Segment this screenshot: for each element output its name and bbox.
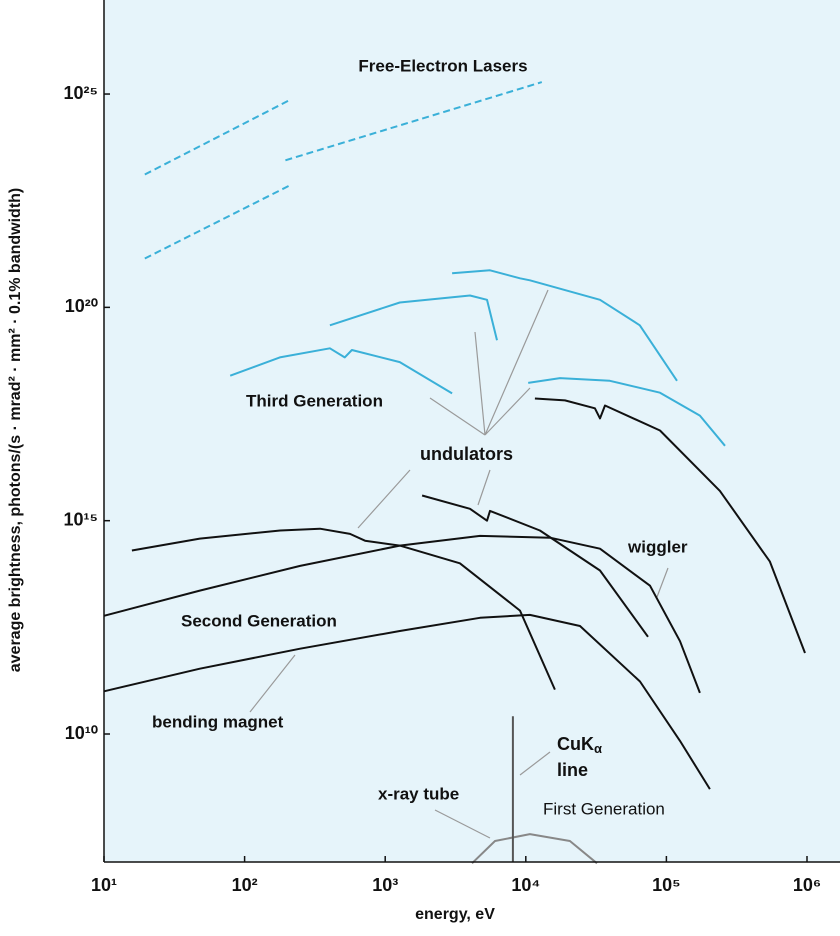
- x-tick-label: 10⁶: [793, 875, 821, 895]
- x-tick-label: 10⁴: [511, 875, 540, 895]
- annotation: Free-Electron Lasers: [358, 56, 527, 75]
- y-tick-label: 10¹⁰: [65, 723, 98, 743]
- x-tick-label: 10²: [232, 875, 258, 895]
- annotation: First Generation: [543, 799, 665, 818]
- curve: [534, 397, 806, 654]
- curve: [144, 184, 291, 260]
- curve: [103, 534, 701, 694]
- curve: [329, 294, 498, 341]
- x-axis-label: energy, eV: [415, 906, 495, 923]
- curve: [471, 833, 598, 865]
- curve: [229, 347, 453, 395]
- y-tick-label: 10²⁰: [65, 296, 98, 316]
- plot: [103, 81, 806, 865]
- curve: [285, 81, 543, 162]
- curve: [144, 99, 291, 176]
- curve: [131, 527, 556, 691]
- x-tick-label: 10⁵: [652, 875, 680, 895]
- annotation-part: CuK: [557, 734, 594, 754]
- annotation: x-ray tube: [378, 784, 459, 803]
- annotation: Third Generation: [246, 391, 383, 410]
- annotation: line: [557, 760, 588, 780]
- y-tick-label: 10²⁵: [64, 83, 98, 103]
- annotation: Second Generation: [181, 611, 337, 630]
- annotation: undulators: [420, 444, 513, 464]
- annotation-subscript: α: [594, 741, 602, 756]
- curve: [103, 613, 711, 790]
- curve: [452, 269, 678, 382]
- annotation: CuKα: [557, 734, 602, 757]
- plot-background: [104, 0, 840, 862]
- leader-lines: [249, 289, 669, 839]
- leader-line: [249, 289, 669, 839]
- y-tick-label: 10¹⁵: [64, 509, 98, 529]
- y-axis-label: average brightness, photons/(s · mrad² ·…: [7, 188, 24, 673]
- curve: [528, 377, 726, 447]
- annotation: bending magnet: [152, 712, 284, 731]
- x-tick-label: 10³: [372, 875, 398, 895]
- annotation: wiggler: [627, 537, 688, 556]
- x-tick-label: 10¹: [91, 875, 117, 895]
- curve: [421, 494, 649, 638]
